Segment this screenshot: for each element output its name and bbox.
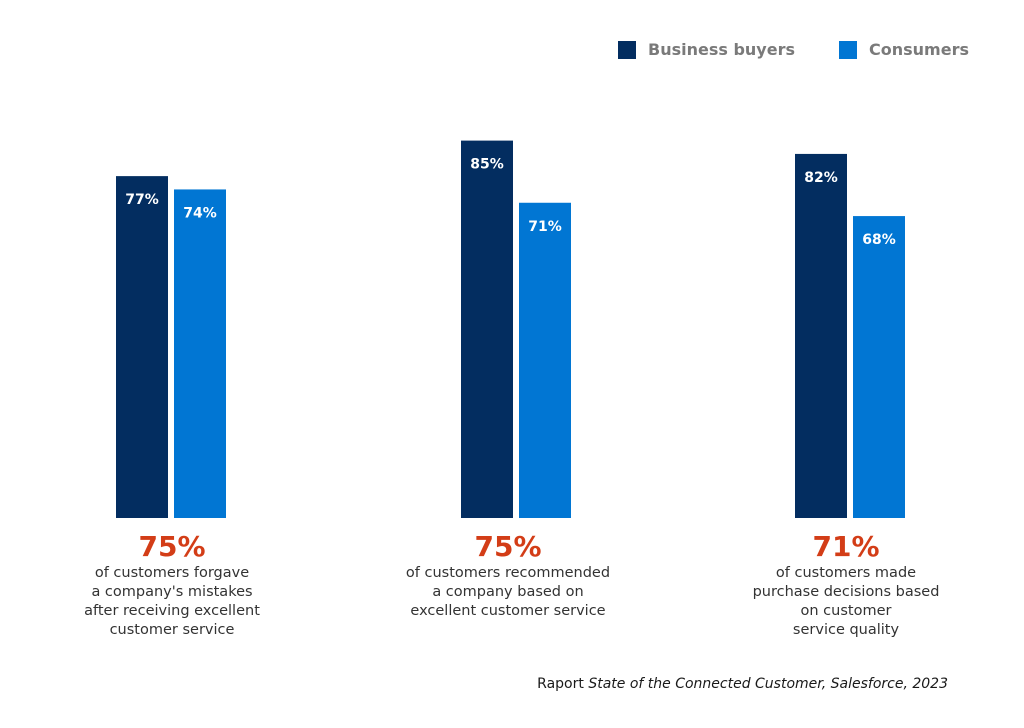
bar-business-buyers-2	[461, 140, 513, 518]
bar-value-label: 71%	[528, 219, 562, 235]
stat-value: 71%	[812, 530, 880, 563]
source-caption: Raport State of the Connected Customer, …	[537, 676, 948, 692]
legend: Business buyers Consumers	[618, 40, 969, 59]
bar-value-label: 85%	[470, 157, 504, 173]
bar-business-buyers-1	[116, 176, 168, 518]
stat-description-line: of customers forgave	[94, 565, 250, 581]
legend-label-consumers: Consumers	[869, 40, 969, 59]
stat-value: 75%	[474, 530, 542, 563]
legend-swatch-consumers	[839, 40, 857, 59]
bar-value-label: 82%	[804, 170, 838, 186]
source-title: State of the Connected Customer, Salesfo…	[588, 676, 948, 692]
legend-item-consumers: Consumers	[839, 40, 969, 59]
stat-description-line: a company's mistakes	[91, 584, 253, 600]
stat-description-line: customer service	[109, 622, 235, 638]
legend-label-business-buyers: Business buyers	[648, 40, 795, 59]
bar-business-buyers-3	[795, 153, 847, 519]
stat-description-line: of customers recommended	[405, 565, 611, 581]
stat-description-line: after receiving excellent	[84, 603, 260, 619]
source-prefix: Raport	[537, 676, 589, 692]
bar-consumers-3	[853, 216, 905, 518]
stat-description-line: of customers made	[775, 565, 917, 581]
stat-description-line: service quality	[792, 622, 900, 638]
group-text-forgave: 75% of customers forgave a company's mis…	[32, 530, 312, 640]
stat-description-line: excellent customer service	[410, 603, 606, 619]
legend-swatch-business-buyers	[618, 40, 636, 59]
group-text-purchase: 71% of customers made purchase decisions…	[706, 530, 986, 640]
stat-value: 75%	[138, 530, 206, 563]
legend-item-business-buyers: Business buyers	[618, 40, 795, 59]
stat-description-line: a company based on	[432, 584, 584, 600]
stat-description-line: on customer	[800, 603, 892, 619]
bar-value-label: 74%	[183, 205, 217, 221]
bar-consumers-1	[174, 189, 226, 518]
bar-value-label: 68%	[862, 232, 896, 248]
group-text-recommended: 75% of customers recommended a company b…	[368, 530, 648, 621]
bar-consumers-2	[519, 202, 571, 518]
bar-value-label: 77%	[125, 192, 159, 208]
stat-description-line: purchase decisions based	[752, 584, 940, 600]
